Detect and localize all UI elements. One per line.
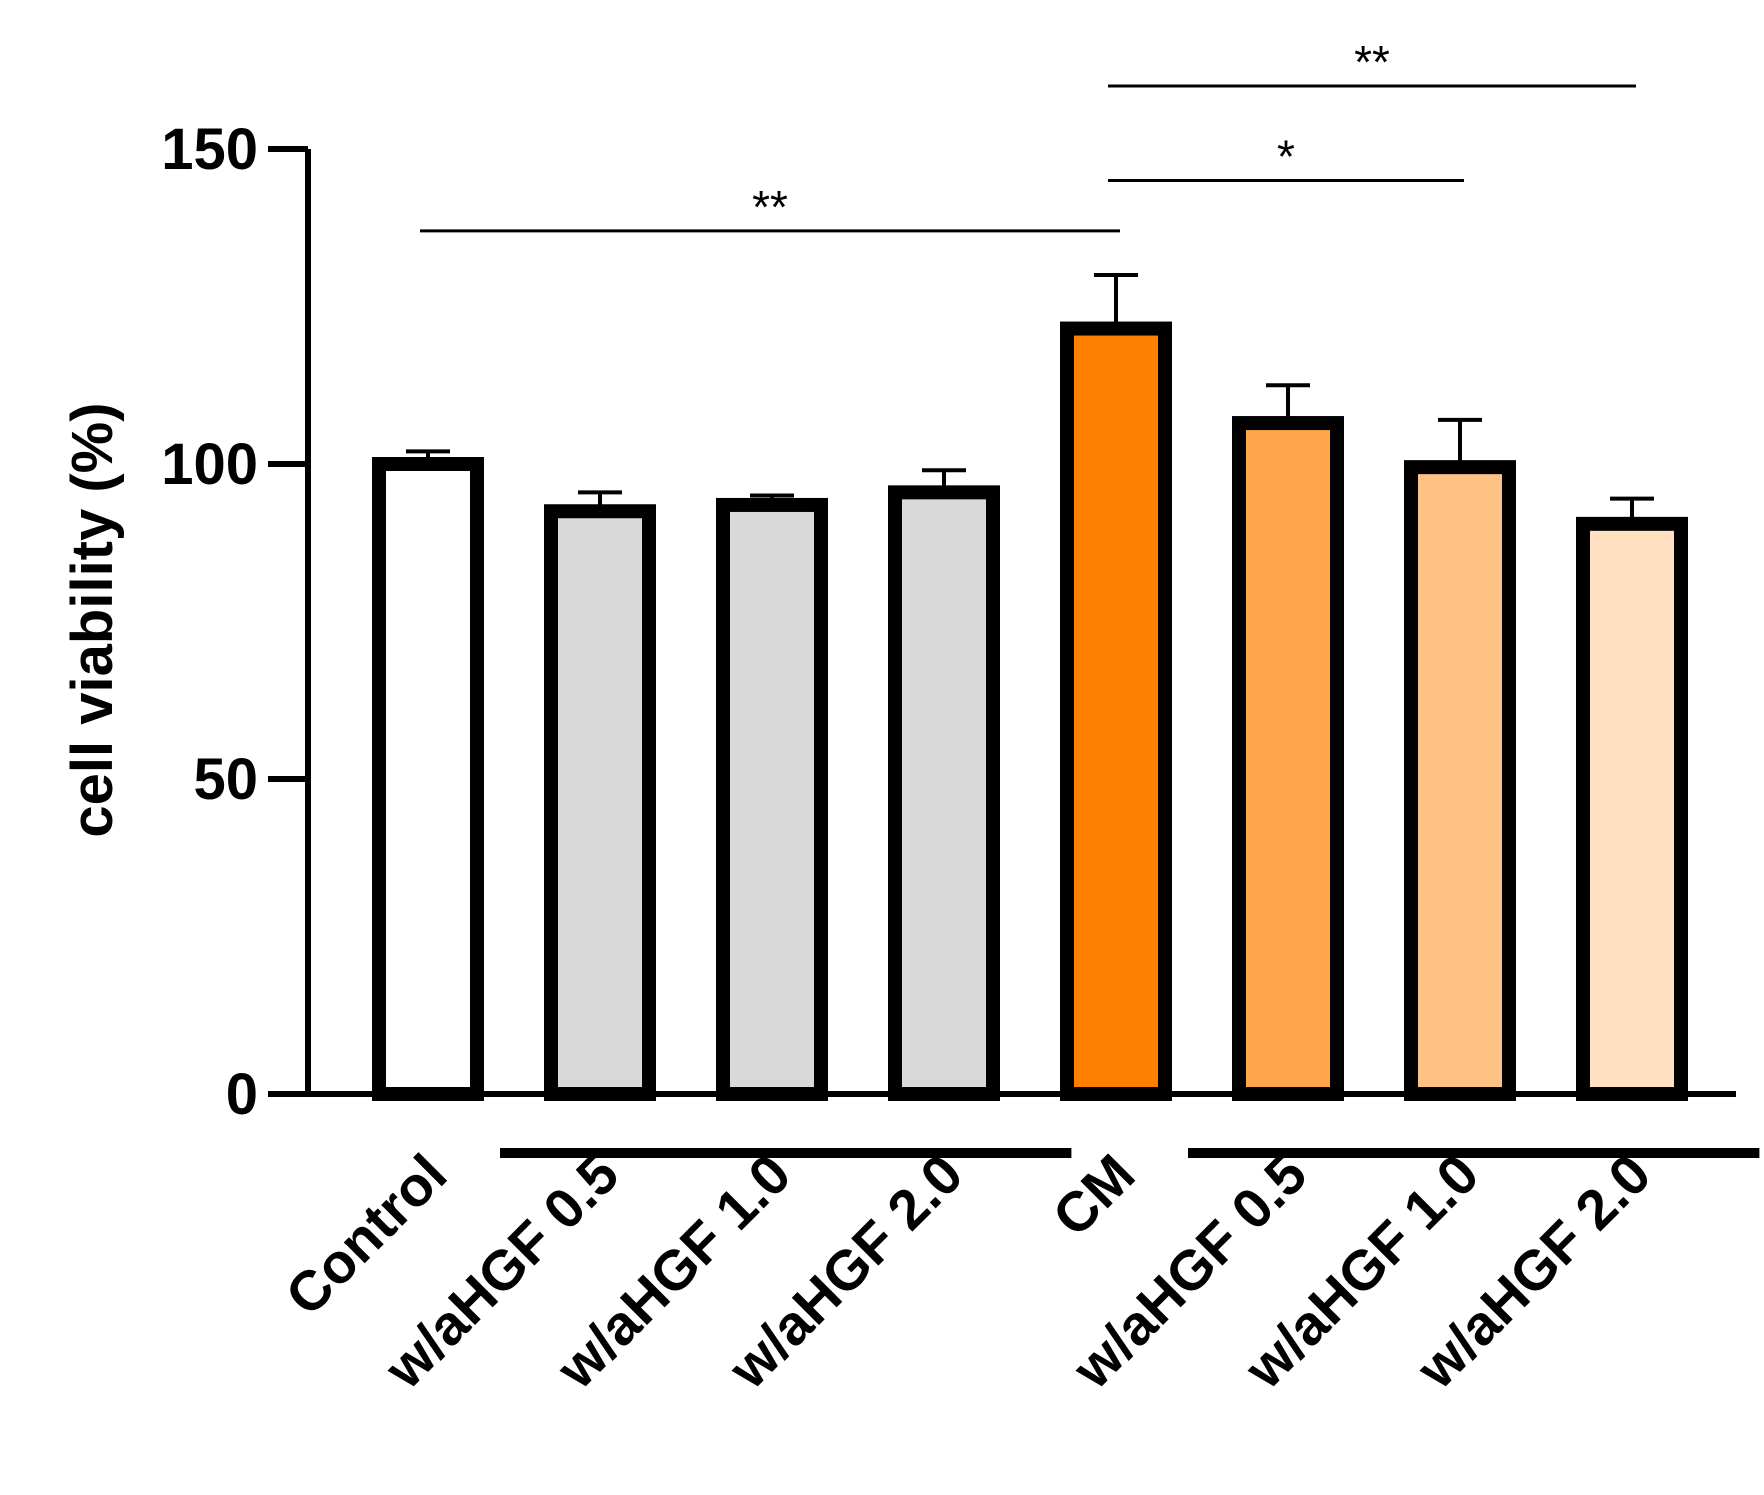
- y-tick-label: 50: [193, 747, 258, 812]
- y-tick-label: 100: [161, 432, 258, 497]
- bar: [1232, 416, 1344, 1101]
- bar: [888, 485, 1000, 1102]
- bars-layer: [372, 273, 1688, 1102]
- significance-layer: *****: [420, 36, 1636, 233]
- axes-layer: 0 50 100 150: [161, 117, 1760, 1158]
- bar: [1060, 321, 1172, 1101]
- bar: [372, 457, 484, 1101]
- y-tick-label: 0: [226, 1062, 258, 1127]
- y-tick-label: 150: [161, 117, 258, 182]
- significance-label: **: [752, 181, 788, 233]
- bar: [1404, 460, 1516, 1101]
- bar: [544, 504, 656, 1101]
- y-axis-title: cell viability (%): [60, 402, 125, 837]
- significance-label: **: [1354, 36, 1390, 88]
- bar: [716, 497, 828, 1101]
- significance-label: *: [1277, 131, 1295, 183]
- bar: [1576, 516, 1688, 1101]
